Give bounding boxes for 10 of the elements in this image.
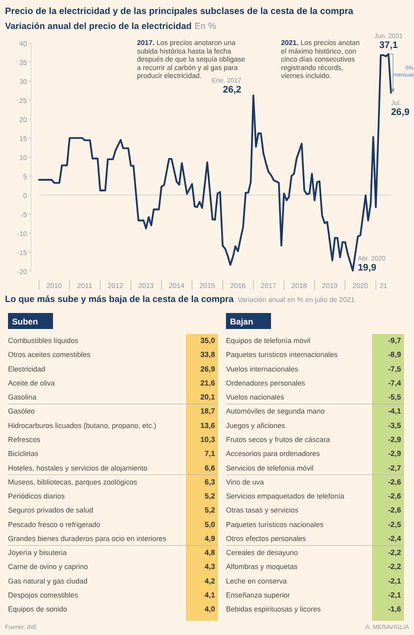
text: Suben — [12, 316, 38, 326]
chart-title: Precio de la electricidad y de las principales subclases de la cesta de la compra — [5, 6, 354, 16]
text: Bajan — [230, 316, 254, 326]
chart-subtitle: Variación anual del precio de la electricidad — [5, 21, 192, 31]
annotation: Abr. 2020 19,9 — [358, 256, 386, 274]
y-axis-title: En % — [194, 21, 216, 31]
text: Lo que más sube y más baja de la cesta de la compra — [5, 294, 234, 304]
annotation: Jul. 26,9 — [391, 100, 410, 118]
annotation: Jun. 2021 37,1 — [374, 33, 404, 52]
annotation: Ene. 2017 26,2 — [212, 77, 242, 96]
